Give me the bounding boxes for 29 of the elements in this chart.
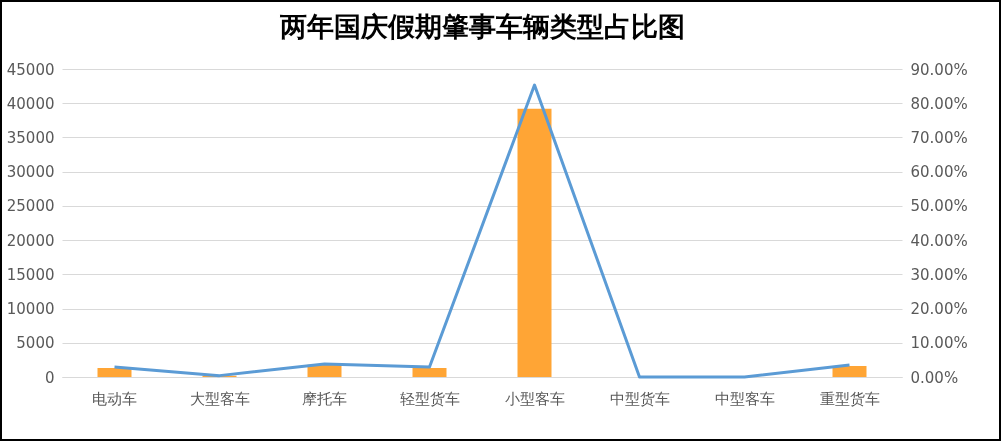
x-tick-label: 电动车 — [92, 389, 137, 408]
y-tick-label: 35000 — [6, 128, 55, 147]
y-tick-label: 5000 — [16, 334, 55, 353]
y-tick-label: 45000 — [6, 60, 55, 79]
y2-tick-label: 60.00% — [910, 163, 968, 182]
chart-title: 两年国庆假期肇事车辆类型占比图 — [278, 11, 685, 42]
y-tick-label: 15000 — [6, 265, 55, 284]
x-tick-label: 中型货车 — [609, 389, 670, 408]
x-tick-label: 轻型货车 — [399, 389, 460, 408]
x-tick-label: 中型客车 — [714, 389, 775, 408]
y-tick-label: 25000 — [6, 197, 55, 216]
y-tick-label: 0 — [44, 368, 55, 387]
y2-tick-label: 0.00% — [910, 368, 959, 387]
y2-tick-label: 20.00% — [910, 300, 968, 319]
y2-tick-label: 70.00% — [910, 128, 968, 147]
x-tick-label: 重型货车 — [819, 389, 880, 408]
y-tick-label: 20000 — [6, 231, 55, 250]
y2-tick-label: 50.00% — [910, 197, 968, 216]
y2-tick-label: 80.00% — [910, 94, 968, 113]
y2-tick-label: 40.00% — [910, 231, 968, 250]
y-tick-label: 10000 — [6, 300, 55, 319]
y-tick-label: 40000 — [6, 94, 55, 113]
y2-tick-label: 10.00% — [910, 334, 968, 353]
x-tick-label: 大型客车 — [189, 389, 250, 408]
x-tick-label: 小型客车 — [504, 389, 565, 408]
y2-tick-label: 30.00% — [910, 265, 968, 284]
y-tick-label: 30000 — [6, 163, 55, 182]
x-tick-label: 摩托车 — [302, 389, 347, 408]
y2-tick-label: 90.00% — [910, 60, 968, 79]
